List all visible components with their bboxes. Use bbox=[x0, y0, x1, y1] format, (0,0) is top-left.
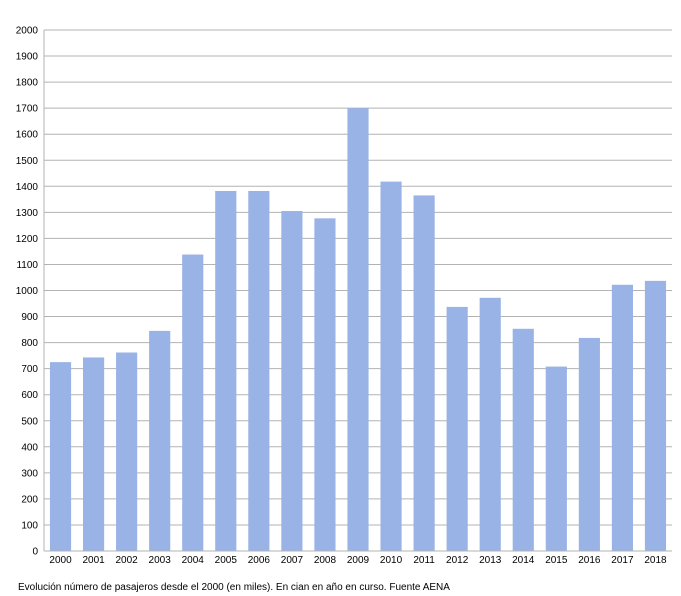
y-tick-label: 2000 bbox=[16, 26, 39, 37]
bar-2003 bbox=[149, 330, 171, 551]
bar-2011 bbox=[413, 195, 435, 552]
y-tick-label: 1800 bbox=[16, 78, 39, 89]
x-tick-label: 2006 bbox=[248, 555, 271, 566]
y-tick-label: 1000 bbox=[16, 286, 39, 297]
x-tick-label: 2011 bbox=[413, 555, 435, 566]
x-tick-label: 2005 bbox=[215, 555, 238, 566]
y-tick-label: 0 bbox=[32, 547, 38, 558]
bar-2010 bbox=[380, 181, 402, 551]
x-tick-label: 2014 bbox=[512, 555, 535, 566]
bar-2006 bbox=[248, 190, 270, 551]
bar-2009 bbox=[347, 108, 369, 552]
bar-2007 bbox=[281, 211, 303, 552]
bar-2016 bbox=[578, 337, 600, 551]
y-tick-labels: 0 100 200 300 400 500 600 700 800 900 1000 1100 1200… bbox=[16, 26, 39, 558]
y-tick-label: 1900 bbox=[16, 52, 39, 63]
x-tick-label: 2000 bbox=[49, 555, 72, 566]
y-tick-label: 1100 bbox=[16, 260, 38, 271]
y-tick-label: 700 bbox=[21, 364, 38, 375]
bar-2002 bbox=[116, 352, 138, 551]
y-tick-label: 500 bbox=[21, 416, 38, 427]
x-tick-label: 2015 bbox=[545, 555, 568, 566]
bar-2014 bbox=[512, 328, 534, 551]
y-tick-label: 100 bbox=[21, 520, 38, 531]
x-tick-label: 2004 bbox=[182, 555, 205, 566]
x-tick-label: 2010 bbox=[380, 555, 403, 566]
y-tick-label: 300 bbox=[21, 468, 38, 479]
y-tick-label: 1200 bbox=[16, 234, 39, 245]
bar-2012 bbox=[446, 306, 468, 551]
axes bbox=[43, 30, 672, 552]
x-tick-label: 2003 bbox=[149, 555, 172, 566]
bar-2001 bbox=[83, 357, 105, 551]
bar-2005 bbox=[215, 190, 237, 551]
y-tick-label: 1400 bbox=[16, 182, 39, 193]
bar-2015 bbox=[545, 366, 567, 551]
x-tick-label: 2007 bbox=[281, 555, 304, 566]
bar-2008 bbox=[314, 218, 336, 552]
bars bbox=[49, 108, 667, 552]
y-tick-label: 1700 bbox=[16, 104, 39, 115]
y-tick-label: 600 bbox=[21, 390, 38, 401]
bar-2004 bbox=[182, 254, 204, 551]
x-tick-labels: 2000 2001 2002 2003 2004 2005 2006 2007 2008 2009… bbox=[49, 555, 667, 566]
x-tick-label: 2009 bbox=[347, 555, 370, 566]
x-tick-label: 2018 bbox=[644, 555, 667, 566]
x-tick-label: 2017 bbox=[611, 555, 634, 566]
y-tick-label: 900 bbox=[21, 312, 38, 323]
x-tick-label: 2002 bbox=[116, 555, 139, 566]
y-tick-label: 1300 bbox=[16, 208, 39, 219]
y-tick-label: 400 bbox=[21, 442, 38, 453]
x-tick-label: 2001 bbox=[82, 555, 105, 566]
bar-2013 bbox=[479, 297, 501, 551]
chart-caption: Evolución número de pasajeros desde el 2… bbox=[18, 582, 450, 593]
x-tick-label: 2016 bbox=[578, 555, 601, 566]
y-tick-label: 200 bbox=[21, 494, 38, 505]
y-tick-label: 1500 bbox=[16, 156, 39, 167]
bar-2017 bbox=[611, 284, 633, 551]
x-tick-label: 2013 bbox=[479, 555, 502, 566]
y-tick-label: 800 bbox=[21, 338, 38, 349]
y-tick-label: 1600 bbox=[16, 130, 39, 141]
bar-2000 bbox=[49, 362, 72, 551]
x-tick-label: 2008 bbox=[314, 555, 337, 566]
x-tick-label: 2012 bbox=[446, 555, 469, 566]
bar-2018 bbox=[644, 280, 667, 551]
